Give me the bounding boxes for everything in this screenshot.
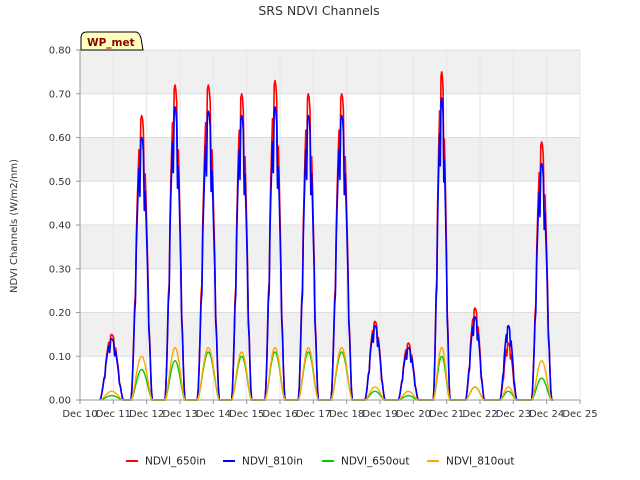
plot-band	[80, 50, 580, 94]
x-tick-label: Dec 24	[529, 409, 564, 420]
x-tick-label: Dec 17	[296, 409, 331, 420]
y-tick-label: 0.70	[49, 89, 71, 100]
legend-label-NDVI_650out: NDVI_650out	[341, 456, 410, 468]
x-tick-label: Dec 10	[62, 409, 97, 420]
y-tick-label: 0.20	[49, 308, 71, 319]
x-tick-label: Dec 15	[229, 409, 264, 420]
x-tick-label: Dec 14	[196, 409, 231, 420]
plot-band	[80, 312, 580, 357]
y-axis-label: NDVI Channels (W/m2/nm)	[9, 159, 20, 293]
station-badge: WP_met	[80, 31, 144, 51]
legend-label-NDVI_650in: NDVI_650in	[145, 456, 206, 468]
y-tick-label: 0.00	[49, 396, 71, 407]
y-tick-label: 0.60	[49, 133, 71, 144]
x-tick-label: Dec 11	[96, 409, 131, 420]
station-badge-label: WP_met	[87, 37, 135, 49]
x-tick-label: Dec 20	[396, 409, 431, 420]
x-tick-label: Dec 25	[562, 409, 597, 420]
x-tick-label: Dec 21	[429, 409, 464, 420]
legend-label-NDVI_810in: NDVI_810in	[242, 456, 303, 468]
y-tick-label: 0.10	[49, 352, 71, 363]
y-tick-label: 0.40	[49, 221, 71, 232]
y-tick-label: 0.80	[49, 46, 71, 57]
x-tick-label: Dec 22	[462, 409, 497, 420]
x-tick-label: Dec 12	[129, 409, 164, 420]
chart-title: SRS NDVI Channels	[258, 3, 379, 18]
y-tick-label: 0.50	[49, 177, 71, 188]
plot-band	[80, 225, 580, 269]
station-badge-box	[80, 31, 144, 51]
x-tick-label: Dec 19	[362, 409, 397, 420]
legend-label-NDVI_810out: NDVI_810out	[446, 456, 515, 468]
y-tick-label: 0.30	[49, 264, 71, 275]
legend: NDVI_650in NDVI_810in NDVI_650out NDVI_810o…	[126, 456, 515, 468]
x-tick-label: Dec 23	[496, 409, 531, 420]
x-tick-label: Dec 16	[262, 409, 297, 420]
plot-band	[80, 137, 580, 182]
x-tick-label: Dec 18	[329, 409, 364, 420]
y-axis-ticks: 0.00 0.10 0.20 0.30 0.40 0.50 0.60 0.70 0.80	[49, 46, 80, 407]
x-tick-label: Dec 13	[162, 409, 197, 420]
